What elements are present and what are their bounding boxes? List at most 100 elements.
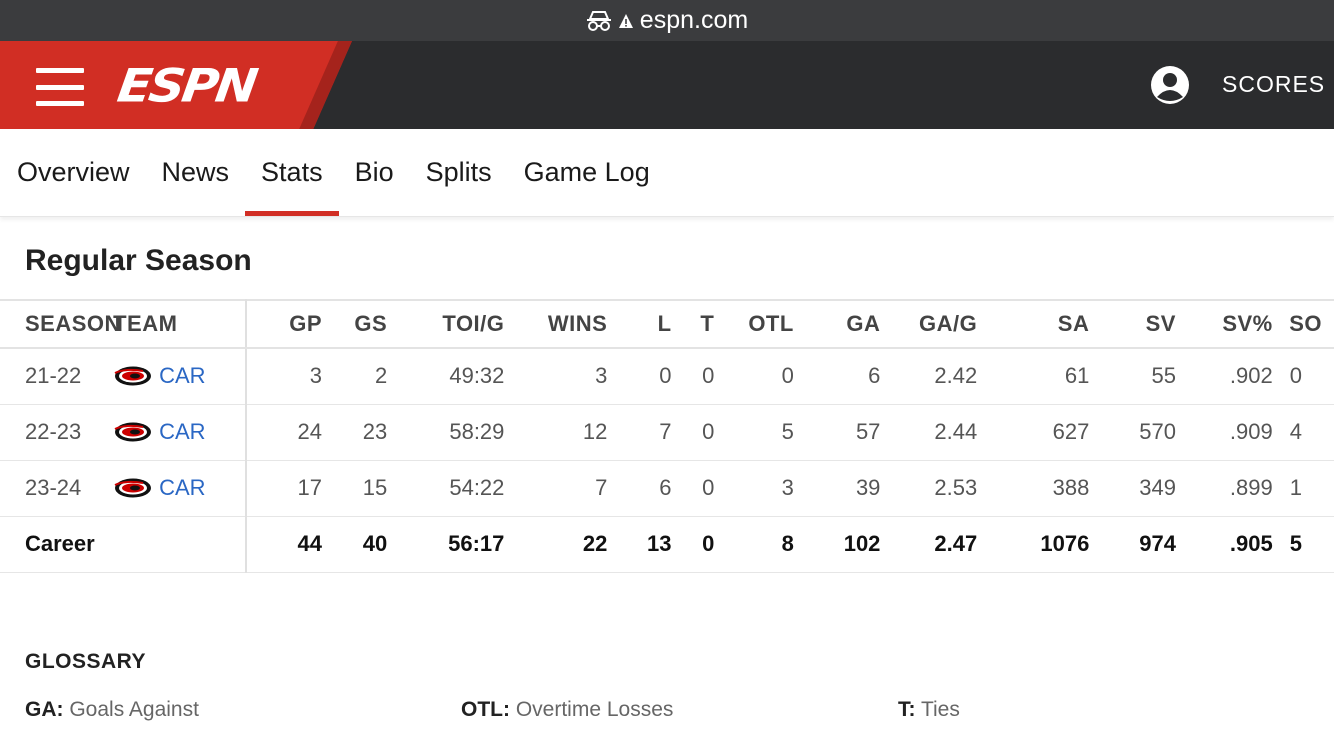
tab-news[interactable]: News — [161, 157, 230, 187]
stat-otl: 5 — [714, 404, 794, 461]
tab-game-log[interactable]: Game Log — [523, 157, 650, 187]
glossary-abbr: GA: — [25, 698, 64, 721]
stat-svpct: .909 — [1175, 404, 1273, 461]
glossary-abbr: OTL: — [461, 698, 510, 721]
col-header-toi[interactable]: TOI/G — [387, 299, 505, 349]
team-link[interactable]: CAR — [159, 419, 206, 444]
glossary-def: Ties — [920, 698, 960, 721]
career-stat-svpct: .905 — [1175, 516, 1273, 573]
col-header-gp[interactable]: GP — [245, 299, 322, 349]
glossary-item: OTL: Overtime Losses — [461, 698, 673, 722]
user-icon[interactable] — [1150, 65, 1190, 105]
team-cell[interactable]: CAR — [113, 460, 247, 517]
hurricanes-logo-icon — [114, 422, 152, 442]
season-cell: 22-23 — [0, 404, 114, 461]
glossary-def: Goals Against — [69, 698, 199, 721]
table-row: 21-22 CAR 3 2 49:32 3 0 0 0 6 2.42 61 55.902 0 — [0, 348, 1334, 405]
career-stat-sa: 1076 — [977, 516, 1090, 573]
career-label: Career — [0, 516, 247, 573]
career-stat-gp: 44 — [245, 516, 322, 573]
stat-l: 7 — [607, 404, 672, 461]
season-cell: 23-24 — [0, 460, 114, 517]
url-text: espn.com — [639, 6, 749, 34]
stat-otl: 3 — [714, 460, 794, 517]
espn-logo[interactable]: ESPN — [114, 59, 259, 113]
col-header-t[interactable]: T — [671, 299, 715, 349]
team-cell[interactable]: CAR — [113, 404, 247, 461]
career-stat-toi: 56:17 — [387, 516, 505, 573]
glossary-title: GLOSSARY — [25, 650, 147, 673]
col-header-wins[interactable]: WINS — [504, 299, 608, 349]
col-header-so[interactable]: SO — [1272, 299, 1334, 349]
stat-sa: 388 — [977, 460, 1090, 517]
stat-gaa: 2.53 — [880, 460, 978, 517]
glossary-def: Overtime Losses — [515, 698, 674, 721]
season-cell: 21-22 — [0, 348, 114, 405]
scores-link[interactable]: SCORES — [1222, 71, 1326, 97]
tab-overview[interactable]: Overview — [17, 157, 130, 187]
stat-so: 1 — [1272, 460, 1334, 517]
col-header-gaa[interactable]: GA/G — [880, 299, 978, 349]
tab-stats[interactable]: Stats — [245, 129, 339, 216]
career-stat-gaa: 2.47 — [880, 516, 978, 573]
stat-toi: 54:22 — [387, 460, 505, 517]
tab-bio[interactable]: Bio — [354, 157, 394, 187]
career-stat-gs: 40 — [322, 516, 388, 573]
table-row: 22-23 CAR 24 23 58:29 12 7 0 5 57 2.44 627 570.909 4 — [0, 404, 1334, 461]
stat-sa: 627 — [977, 404, 1090, 461]
glossary-abbr: T: — [898, 698, 916, 721]
stat-gs: 23 — [322, 404, 388, 461]
glossary-item: GA: Goals Against — [25, 698, 199, 722]
col-header-team[interactable]: TEAM — [113, 299, 247, 349]
stat-so: 4 — [1272, 404, 1334, 461]
browser-url-bar[interactable]: espn.com — [0, 0, 1334, 41]
stat-ga: 6 — [793, 348, 881, 405]
career-row: Career 44 40 56:17 22 13 0 8 102 2.47 1076 974.905 5 — [0, 516, 1334, 573]
team-cell[interactable]: CAR — [113, 348, 247, 405]
col-header-svpct[interactable]: SV% — [1175, 299, 1273, 349]
col-header-sv[interactable]: SV — [1089, 299, 1176, 349]
tab-splits[interactable]: Splits — [425, 157, 492, 187]
player-tabs: Overview News Stats Bio Splits Game Log — [0, 129, 1334, 217]
stat-so: 0 — [1272, 348, 1334, 405]
team-link[interactable]: CAR — [159, 475, 206, 500]
stat-sa: 61 — [977, 348, 1090, 405]
stat-gp: 24 — [245, 404, 322, 461]
section-title: Regular Season — [25, 244, 252, 277]
career-stat-otl: 8 — [714, 516, 794, 573]
stat-sv: 55 — [1089, 348, 1176, 405]
table-row: 23-24 CAR 17 15 54:22 7 6 0 3 39 2.53 388 349.899 1 — [0, 460, 1334, 517]
team-link[interactable]: CAR — [159, 363, 206, 389]
stat-ga: 57 — [793, 404, 881, 461]
stat-wins: 3 — [504, 348, 608, 405]
col-header-season[interactable]: SEASON — [0, 299, 120, 349]
stat-toi: 49:32 — [387, 348, 505, 405]
col-header-ga[interactable]: GA — [793, 299, 881, 349]
stat-sv: 349 — [1089, 460, 1176, 517]
stat-otl: 0 — [714, 348, 794, 405]
stat-toi: 58:29 — [387, 404, 505, 461]
stat-sv: 570 — [1089, 404, 1176, 461]
stat-gaa: 2.44 — [880, 404, 978, 461]
stat-gp: 3 — [245, 348, 322, 405]
col-header-sa[interactable]: SA — [977, 299, 1090, 349]
stat-svpct: .902 — [1175, 348, 1273, 405]
menu-icon[interactable] — [36, 68, 84, 106]
career-stat-so: 5 — [1272, 516, 1334, 573]
stat-gs: 15 — [322, 460, 388, 517]
site-header: ESPN SCORES — [0, 41, 1334, 129]
col-header-otl[interactable]: OTL — [714, 299, 794, 349]
hurricanes-logo-icon — [114, 366, 152, 386]
career-stat-l: 13 — [607, 516, 672, 573]
stat-t: 0 — [671, 404, 715, 461]
stat-l: 0 — [607, 348, 672, 405]
career-stat-sv: 974 — [1089, 516, 1176, 573]
career-stat-ga: 102 — [793, 516, 881, 573]
warning-icon — [618, 13, 634, 29]
col-header-gs[interactable]: GS — [322, 299, 388, 349]
stat-t: 0 — [671, 348, 715, 405]
stats-table: SEASON TEAM GP GS TOI/G WINS L T OTL GA … — [0, 299, 1334, 573]
col-header-l[interactable]: L — [607, 299, 672, 349]
stat-t: 0 — [671, 460, 715, 517]
stat-gp: 17 — [245, 460, 322, 517]
